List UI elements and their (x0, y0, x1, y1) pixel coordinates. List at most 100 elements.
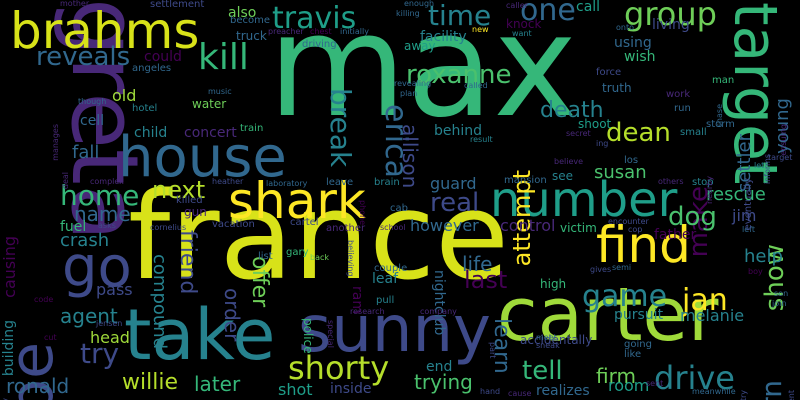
word-head: head (90, 328, 130, 347)
word-roxanne: roxanne (406, 60, 512, 90)
word-facility: facility (420, 29, 467, 45)
word-life: life (462, 252, 493, 276)
word-gun: gun (184, 205, 207, 219)
word-susan: susan (594, 162, 647, 183)
word-plan: plan (400, 89, 418, 98)
word-high: high (540, 277, 567, 291)
word-preacher: preacher (268, 27, 304, 36)
word-apartment: apartment (787, 390, 796, 400)
word-home: home (60, 179, 140, 212)
word-could: could (144, 49, 182, 65)
word-school: school (380, 223, 406, 232)
word-called: called (464, 81, 488, 90)
word-fuel: fuel (60, 219, 87, 235)
word-encounter: encounter (608, 217, 649, 226)
word-number: number (490, 172, 678, 228)
word-vacation: vacation (212, 219, 255, 230)
word-accidentally: accidentally (520, 333, 593, 347)
word-caller: caller (506, 1, 528, 10)
word-police: police (301, 318, 315, 354)
word-run: run (674, 103, 691, 114)
word-return: return (755, 380, 788, 400)
word-living: living (652, 17, 690, 33)
word-melanie: melanie (680, 306, 745, 325)
word-heather: heather (212, 177, 244, 186)
word-room: room (608, 376, 650, 395)
word-behind: behind (434, 123, 483, 139)
word-wish: wish (624, 49, 656, 65)
word-semi: semi (612, 263, 632, 272)
word-pursuit: pursuit (614, 307, 664, 323)
word-list: list (258, 251, 273, 262)
word-meanwhile: meanwhile (692, 387, 736, 396)
word-sneak: sneak (536, 341, 560, 350)
word-trying: trying (414, 370, 473, 394)
word-pull: pull (376, 295, 395, 306)
word-see: see (552, 169, 574, 183)
word-hand: hand (480, 387, 501, 396)
word-crash: crash (60, 230, 110, 251)
word-jan: jan (682, 283, 728, 318)
word-try: try (80, 337, 120, 370)
word-los: los (624, 155, 639, 166)
word-building: building (1, 320, 17, 377)
word-initially: initially (340, 27, 369, 36)
word-meet: meet (536, 333, 557, 342)
word-force: force (596, 67, 622, 78)
word-fall: fall (72, 142, 100, 163)
word-like: like (624, 349, 642, 360)
word-small: small (680, 127, 707, 138)
word-angeles: angeles (132, 63, 172, 74)
word-company: company (420, 307, 457, 316)
word-reveals: reveals (36, 42, 131, 72)
word-eventually: eventually (743, 178, 754, 231)
word-break: break (324, 88, 357, 168)
word-cop: cop (628, 225, 643, 234)
word-deal: deal (61, 172, 70, 190)
word-cab: cab (390, 203, 408, 214)
word-revealing: revealing (394, 79, 432, 88)
word-time: time (428, 0, 492, 32)
word-real: real (430, 188, 480, 218)
word-death: death (540, 98, 604, 123)
word-carter: carter (497, 272, 719, 358)
word-gary: gary (286, 247, 309, 258)
word-shorty: shorty (288, 349, 390, 387)
word-boy: boy (748, 267, 763, 276)
word-nightclub: nightclub (431, 270, 447, 336)
word-pass: pass (96, 280, 133, 299)
word-take: take (124, 294, 276, 376)
word-jensen: jensen (96, 319, 123, 328)
word-tell: tell (522, 356, 563, 386)
word-cartel: cartel (290, 217, 319, 228)
word-brahms: brahms (10, 2, 200, 60)
word-concert: concert (184, 125, 237, 141)
word-ing: ing (596, 139, 609, 148)
word-leave: leave (326, 177, 354, 188)
word-find: find (596, 216, 691, 274)
word-however: however (410, 216, 479, 235)
word-new: new (472, 25, 489, 34)
word-another: another (326, 223, 366, 234)
word-victim: victim (560, 221, 597, 235)
word-causing: causing (0, 236, 19, 298)
word-also: also (228, 5, 257, 21)
word-away: away (404, 39, 436, 53)
word-shot: shot (278, 380, 313, 399)
word-couple: couple (374, 263, 408, 274)
word-complex: complex (90, 177, 124, 186)
word-house: house (118, 125, 287, 190)
word-dog: dog (668, 202, 717, 232)
word-travis: travis (272, 1, 357, 36)
word-enough: enough (404, 0, 435, 8)
word-believe: believe (554, 157, 584, 166)
word-killed: killed (176, 195, 203, 206)
word-hotel: hotel (132, 103, 158, 114)
word-mansion: mansion (504, 175, 547, 186)
word-leaf: leaf (372, 271, 399, 287)
word-go: go (62, 235, 132, 300)
word-son: son (774, 289, 789, 298)
word-max: max (268, 0, 578, 149)
word-asks: asks (98, 221, 116, 230)
word-name: name (74, 202, 131, 226)
